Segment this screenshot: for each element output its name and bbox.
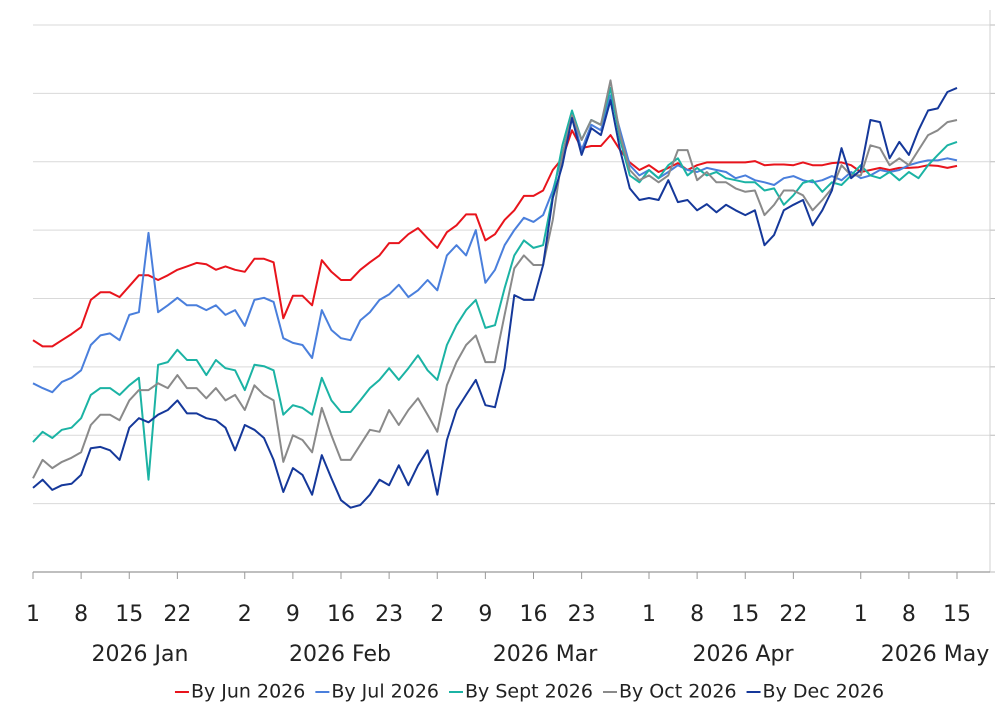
x-tick-label: 1 (642, 602, 656, 627)
x-tick-label: 9 (286, 602, 300, 627)
x-tick-label: 9 (478, 602, 492, 627)
legend-label: By Oct 2026 (619, 681, 737, 703)
legend-item: By Sept 2026 (449, 681, 593, 703)
series-line (32, 94, 958, 394)
legend: By Jun 2026 By Jul 2026 By Sept 2026 By Oct… (174, 681, 884, 703)
legend-item: By Oct 2026 (602, 681, 737, 703)
x-tick-label: 23 (568, 602, 596, 627)
x-tick-label: 8 (902, 602, 916, 627)
x-tick-label: 15 (115, 602, 143, 627)
x-tick-label: 2 (238, 602, 252, 627)
legend-label: By Jun 2026 (191, 681, 305, 703)
series-line (32, 79, 958, 479)
x-tick-label: 8 (690, 602, 704, 627)
x-tick-label: 15 (731, 602, 759, 627)
month-label: 2026 Jan (92, 642, 189, 667)
legend-label: By Sept 2026 (465, 681, 593, 703)
month-label: 2026 May (881, 642, 989, 667)
x-tick-label: 22 (779, 602, 807, 627)
month-label: 2026 Mar (493, 642, 598, 667)
x-tick-label: 1 (26, 602, 40, 627)
series-line (32, 129, 958, 348)
legend-item: By Jun 2026 (174, 681, 305, 703)
series-line (32, 86, 958, 481)
legend-label: By Dec 2026 (763, 681, 884, 703)
x-tick-label: 16 (327, 602, 355, 627)
x-tick-label: 8 (74, 602, 88, 627)
x-tick-label: 22 (163, 602, 191, 627)
series-line (32, 86, 958, 509)
x-tick-label: 23 (375, 602, 403, 627)
x-tick-label: 2 (430, 602, 444, 627)
x-tick-label: 1 (854, 602, 868, 627)
legend-item: By Jul 2026 (315, 681, 439, 703)
x-tick-label: 15 (943, 602, 971, 627)
month-label: 2026 Apr (692, 642, 794, 667)
legend-item: By Dec 2026 (746, 681, 884, 703)
month-label: 2026 Feb (289, 642, 391, 667)
legend-label: By Jul 2026 (331, 681, 439, 703)
x-tick-label: 16 (520, 602, 548, 627)
